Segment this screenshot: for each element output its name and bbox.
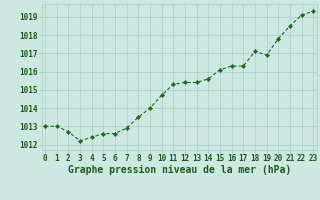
- X-axis label: Graphe pression niveau de la mer (hPa): Graphe pression niveau de la mer (hPa): [68, 165, 291, 175]
